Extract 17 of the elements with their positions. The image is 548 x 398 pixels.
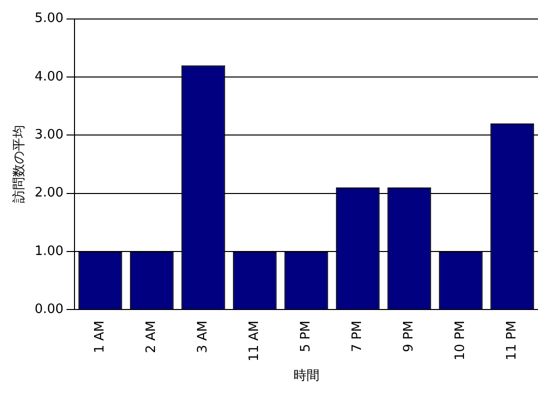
y-tick-label: 0.00 <box>34 302 64 317</box>
x-tick-label: 2 AM <box>144 320 160 354</box>
x-tick-label: 5 PM <box>298 320 314 352</box>
x-tick-label: 11 PM <box>504 320 520 360</box>
y-tick-label: 2.00 <box>34 186 64 201</box>
y-tick-label: 5.00 <box>34 11 64 26</box>
y-axis-title: 訪問数の平均 <box>12 125 28 204</box>
x-tick-label: 10 PM <box>453 320 468 360</box>
x-tick-label: 3 AM <box>196 320 211 354</box>
y-tick-label: 1.00 <box>34 244 64 259</box>
x-tick-label: 9 PM <box>402 320 417 352</box>
x-tick-label: 7 PM <box>350 320 366 352</box>
x-tick-label: 1 AM <box>92 320 108 354</box>
x-tick-label: 11 AM <box>247 320 262 362</box>
x-axis-title: 時間 <box>293 368 320 384</box>
y-tick-label: 3.00 <box>34 128 64 142</box>
y-tick-label: 4.00 <box>34 69 64 84</box>
